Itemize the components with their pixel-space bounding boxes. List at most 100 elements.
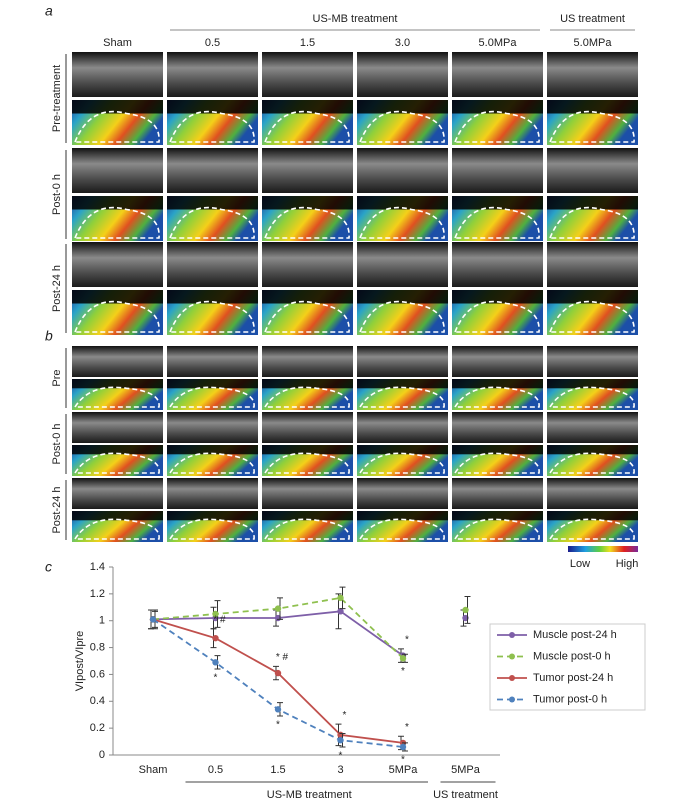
bmode-image (547, 148, 638, 193)
significance-mark: * (405, 635, 409, 646)
bmode-image (262, 52, 353, 97)
significance-mark: * (343, 710, 347, 721)
image-shade (72, 445, 163, 455)
image-shade (357, 379, 448, 389)
image-shade (357, 445, 448, 455)
data-point (149, 616, 157, 623)
tumor-outline (453, 452, 540, 474)
x-tick-label: 3 (337, 764, 343, 776)
colorbar-high: High (616, 558, 639, 570)
data-point (274, 706, 282, 713)
image-shade (167, 196, 258, 210)
tumor-outline (548, 386, 635, 408)
legend-box (489, 623, 646, 711)
series-line (153, 598, 466, 658)
bmode-image (72, 52, 163, 97)
image-shade (167, 445, 258, 455)
image-shade (167, 379, 258, 389)
tumor-outline (263, 452, 350, 474)
tumor-outline (168, 300, 255, 333)
image-shade (262, 290, 353, 304)
tumor-outline (263, 518, 350, 540)
row-label: Post-0 h (51, 424, 63, 465)
tumor-outline (453, 300, 540, 333)
image-shade (262, 445, 353, 455)
image-shade (262, 196, 353, 210)
legend-marker (509, 632, 515, 638)
legend-label: Tumor post-24 h (533, 672, 613, 684)
tumor-outline (358, 206, 445, 239)
y-tick-label: 1.4 (90, 561, 105, 573)
bmode-image (357, 412, 448, 443)
image-shade (357, 100, 448, 114)
tumor-outline (453, 110, 540, 143)
y-tick-label: 1 (99, 615, 105, 627)
data-point (337, 737, 344, 744)
x-tick-label: Sham (139, 764, 168, 776)
colorbar-low: Low (570, 558, 590, 570)
image-shade (452, 290, 543, 304)
row-label: Post-24 h (51, 265, 63, 312)
image-shade (547, 290, 638, 304)
image-shade (452, 445, 543, 455)
tumor-outline (453, 518, 540, 540)
data-point (337, 594, 344, 602)
y-tick-label: 0.6 (90, 668, 105, 680)
image-shade (452, 100, 543, 114)
image-shade (72, 511, 163, 521)
y-tick-label: 0.8 (90, 641, 105, 653)
image-shade (262, 511, 353, 521)
bmode-image (262, 242, 353, 287)
tumor-outline (453, 206, 540, 239)
legend-label: Muscle post-0 h (533, 650, 611, 662)
column-label: 0.5 (205, 37, 220, 49)
row-label: Pre-treatment (51, 65, 63, 132)
data-point (462, 606, 469, 614)
image-shade (357, 511, 448, 521)
x-tick-label: 1.5 (270, 764, 285, 776)
x-tick-label: 5MPa (451, 764, 481, 776)
tumor-outline (358, 386, 445, 408)
tumor-outline (548, 300, 635, 333)
bmode-image (547, 346, 638, 377)
row-label: Post-24 h (51, 486, 63, 533)
y-tick-label: 0.2 (90, 722, 105, 734)
image-shade (167, 290, 258, 304)
bmode-image (357, 346, 448, 377)
bmode-image (167, 52, 258, 97)
colorbar (568, 546, 638, 552)
legend-label: Muscle post-24 h (533, 629, 617, 641)
bmode-image (547, 412, 638, 443)
panel-label: b (45, 328, 53, 344)
bmode-image (167, 412, 258, 443)
legend-marker (509, 696, 515, 703)
bmode-image (357, 242, 448, 287)
bmode-image (167, 148, 258, 193)
tumor-outline (73, 452, 160, 474)
legend-marker (509, 653, 515, 660)
data-point (274, 669, 282, 677)
data-point (399, 743, 407, 751)
legend-marker (509, 675, 515, 681)
image-shade (262, 100, 353, 114)
significance-mark: * (405, 722, 409, 733)
x-group-label: US-MB treatment (267, 789, 352, 801)
tumor-outline (263, 206, 350, 239)
bmode-image (357, 478, 448, 509)
image-shade (547, 445, 638, 455)
tumor-outline (548, 518, 635, 540)
bmode-image (167, 478, 258, 509)
tumor-outline (168, 518, 255, 540)
tumor-outline (73, 518, 160, 540)
bmode-image (262, 148, 353, 193)
bmode-image (72, 478, 163, 509)
data-point (212, 659, 219, 666)
bmode-image (452, 478, 543, 509)
image-shade (547, 379, 638, 389)
significance-mark: * # (276, 652, 289, 663)
legend-label: Tumor post-0 h (533, 693, 607, 705)
column-group-label: US-MB treatment (313, 13, 398, 25)
bmode-image (262, 478, 353, 509)
bmode-image (452, 242, 543, 287)
tumor-outline (263, 386, 350, 408)
